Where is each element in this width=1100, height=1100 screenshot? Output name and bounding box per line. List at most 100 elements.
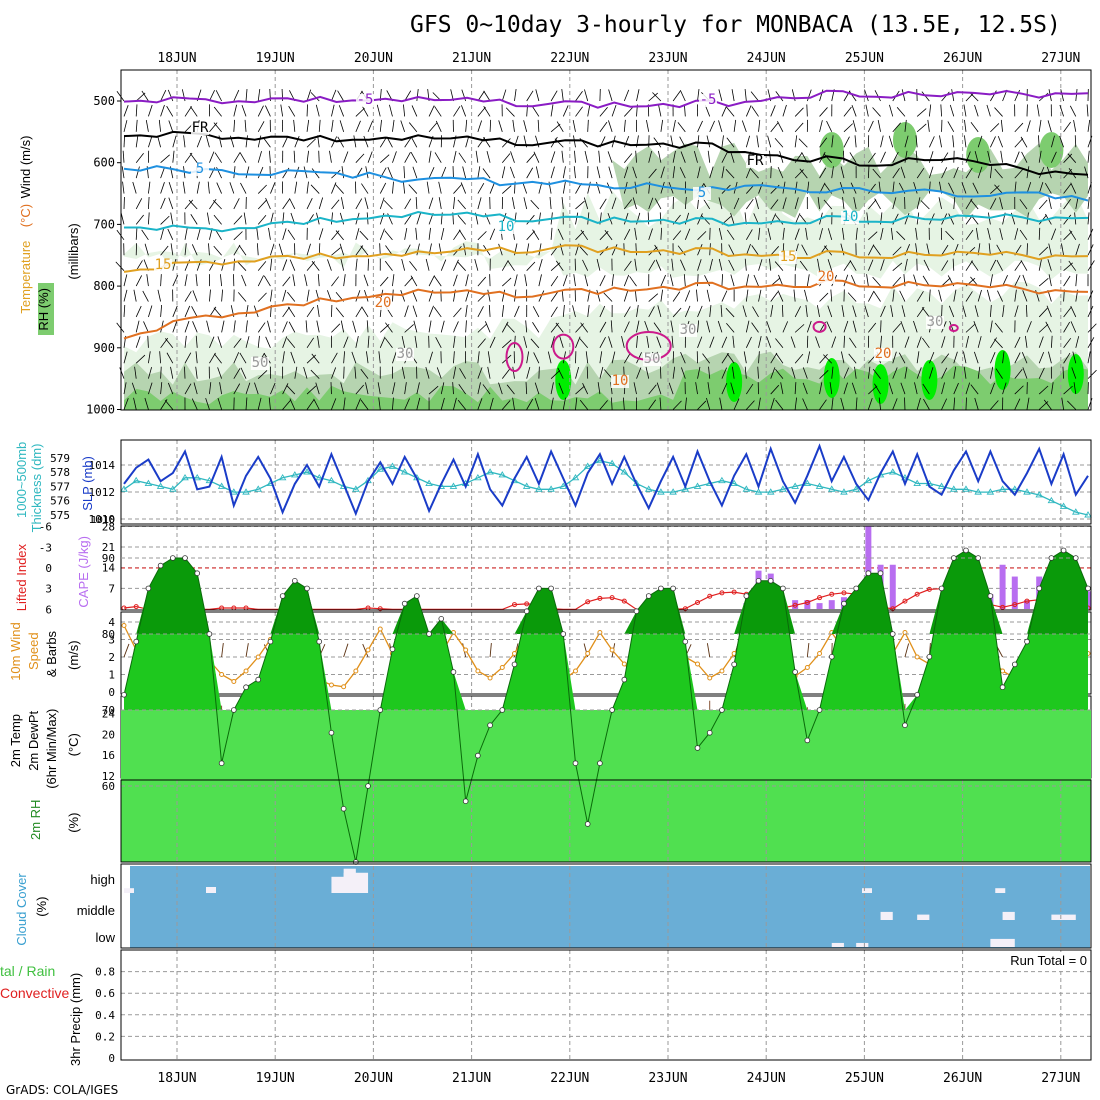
rh-marker <box>584 821 591 827</box>
wind-barb <box>706 320 711 333</box>
wind-barb <box>961 182 967 194</box>
wind-barb <box>160 215 170 225</box>
wind-barb <box>1020 136 1028 148</box>
wind-barb <box>579 399 589 410</box>
wind-barb <box>750 168 759 179</box>
wind-barb <box>680 151 686 163</box>
wind-barb <box>775 338 784 349</box>
wind-barb <box>989 304 992 317</box>
wind-barb <box>790 336 796 348</box>
wind-barb <box>709 336 715 348</box>
wind-barb <box>120 212 125 225</box>
wind-barb <box>750 91 759 102</box>
wind-barb <box>147 335 149 348</box>
wind-barb <box>851 105 857 117</box>
wind-barb <box>282 306 290 318</box>
wind-barb <box>843 320 849 333</box>
wind-barb <box>745 289 749 302</box>
wind-barb <box>1038 182 1044 194</box>
wind-barb <box>781 304 784 317</box>
wind-barb <box>408 184 418 194</box>
wind-tick-label: 3 <box>108 634 115 647</box>
wind-barb <box>435 337 442 348</box>
wind-barb <box>646 335 650 348</box>
wind-barb <box>575 366 580 379</box>
wind-barb <box>550 166 555 179</box>
rh-marker <box>511 661 518 668</box>
wind-barb <box>892 276 902 287</box>
wind-barb <box>880 228 884 240</box>
wind-barb <box>865 104 869 117</box>
contour-label-bg <box>841 211 859 224</box>
wind-barb <box>184 274 188 287</box>
wind-barb <box>766 320 772 333</box>
wind-barb <box>238 245 247 256</box>
thickness-marker <box>205 476 214 484</box>
wind-barb <box>603 369 613 379</box>
rh-marker <box>1024 638 1030 645</box>
wind-barb <box>184 227 188 240</box>
wind-barb <box>794 306 801 318</box>
wind-barb <box>526 351 530 364</box>
li-tick-label: 6 <box>45 603 52 616</box>
axis-title: Temperature (°C)Wind (m/s) <box>18 136 33 314</box>
axis-title-text: Cloud Cover <box>14 873 29 946</box>
wind-barb <box>142 290 149 302</box>
wind-barb <box>209 198 217 210</box>
wind-barb <box>294 366 298 379</box>
wind-barb <box>741 120 747 132</box>
wind-barb <box>941 353 950 364</box>
wind-barb <box>221 320 225 333</box>
wind-barb <box>538 243 542 256</box>
wind-barb <box>794 122 804 133</box>
wind-barb <box>245 305 249 318</box>
isotherm-15 <box>123 244 1089 273</box>
wind-barb <box>1070 321 1077 333</box>
wind-barb <box>1038 385 1049 395</box>
wind-barb <box>160 245 169 256</box>
wind-barb <box>1075 197 1079 210</box>
wind-barb <box>899 290 906 302</box>
wind-barb <box>453 335 456 348</box>
wind-barb <box>794 197 799 210</box>
wind-barb <box>805 304 808 317</box>
wind-barb <box>603 292 613 302</box>
wind-barb <box>702 353 711 364</box>
wind-barb <box>392 151 397 163</box>
wind-barb <box>793 289 796 302</box>
wind-barb <box>965 336 969 348</box>
rh-marker <box>170 555 176 561</box>
rh-marker <box>499 707 506 713</box>
contour-label-bg <box>693 187 711 200</box>
wind-barb <box>974 305 979 318</box>
wind-barb <box>317 305 320 318</box>
isotherm-5 <box>123 165 1089 202</box>
wind-barb <box>777 166 784 179</box>
wind-barb <box>170 366 174 379</box>
wind-barb <box>404 382 407 395</box>
wind-barb <box>706 397 711 410</box>
rh-marker <box>414 593 420 599</box>
wind-barb <box>775 353 784 364</box>
wind-barb <box>401 258 406 271</box>
wind-barb <box>745 105 752 117</box>
wind-barb <box>337 90 344 102</box>
bottom-date-label: 26JUN <box>943 1071 982 1086</box>
wind-barb <box>209 352 216 364</box>
wind-barb <box>947 121 955 133</box>
rh-marker <box>926 653 933 660</box>
wind-barb <box>477 351 480 364</box>
wind-barb <box>144 243 149 256</box>
thickness-marker <box>962 485 970 492</box>
precip-tick-label: 0 <box>108 1052 115 1065</box>
wind-barb <box>852 305 857 318</box>
wind-barb <box>538 274 542 287</box>
wind-barb <box>410 136 418 148</box>
wind-barb <box>208 243 210 256</box>
wind-barb <box>1070 182 1077 194</box>
contour-label: 15 <box>155 257 172 273</box>
wind-barb <box>819 399 827 410</box>
wind-barb <box>1021 151 1028 163</box>
rh-marker <box>682 638 689 645</box>
